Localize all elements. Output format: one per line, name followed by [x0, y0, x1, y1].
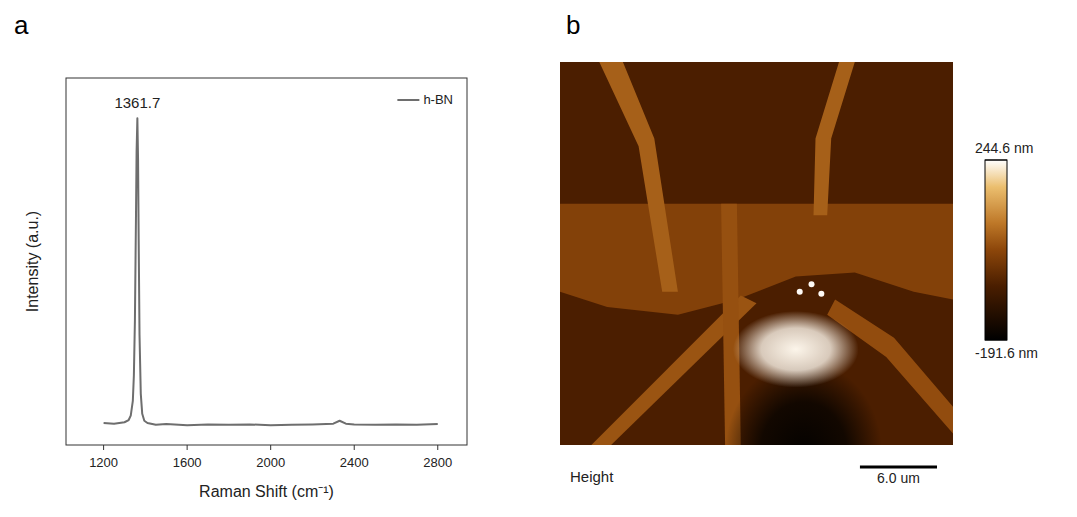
colorbar-tick — [985, 160, 1007, 161]
panel-label: a — [14, 10, 29, 40]
colorbar-label: -191.6 nm — [975, 345, 1038, 361]
scale-bar-label: 6.0 um — [877, 470, 920, 486]
annotation: 1361.7 — [114, 94, 160, 111]
x-tick-label: 2000 — [256, 455, 285, 470]
colorbar-label: 244.6 nm — [975, 140, 1033, 156]
height-region — [599, 62, 678, 292]
height-region — [733, 311, 859, 388]
x-tick-label: 2400 — [340, 455, 369, 470]
scale-bar — [860, 466, 937, 469]
height-dot — [797, 289, 803, 295]
x-tick — [103, 445, 104, 450]
series-line — [104, 118, 438, 425]
afm-image — [560, 62, 953, 445]
channel-label: Height — [570, 468, 614, 485]
colorbar-tick — [985, 340, 1007, 341]
legend-swatch — [397, 99, 419, 101]
y-axis-title: Intensity (a.u.) — [24, 211, 41, 312]
x-tick — [270, 445, 271, 450]
x-tick-label: 1600 — [173, 455, 202, 470]
legend: h-BN — [397, 92, 453, 107]
height-region — [560, 204, 953, 315]
plot-frame — [66, 78, 467, 445]
x-tick-label: 1200 — [89, 455, 118, 470]
height-region — [797, 281, 825, 297]
figure: a 1200 1600 2000 2400 2800 Raman Shift (cm⁻¹) I… — [0, 0, 1077, 517]
legend-label: h-BN — [423, 92, 453, 107]
x-tick — [354, 445, 355, 450]
plot-area — [104, 118, 438, 425]
x-axis-title: Raman Shift (cm⁻¹) — [199, 483, 334, 500]
height-dot — [809, 281, 815, 287]
x-tick — [187, 445, 188, 450]
height-dot — [818, 291, 824, 297]
x-tick-label: 2800 — [423, 455, 452, 470]
colorbar — [985, 160, 1007, 340]
panel-label: b — [566, 10, 580, 40]
x-tick — [437, 445, 438, 450]
height-region — [814, 62, 855, 215]
